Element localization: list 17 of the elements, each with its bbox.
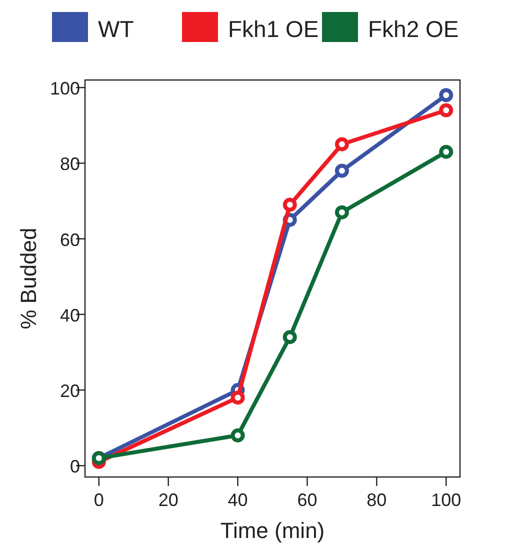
- x-tick-label: 40: [228, 490, 248, 510]
- y-tick-label: 40: [60, 305, 80, 326]
- legend-label: Fkh1 OE: [228, 16, 319, 42]
- legend-label: WT: [98, 16, 134, 42]
- y-tick-label: 100: [50, 78, 80, 99]
- y-tick-label: 0: [70, 456, 80, 477]
- y-axis-title: % Budded: [16, 228, 41, 330]
- x-tick-label: 100: [431, 490, 462, 510]
- legend-label: Fkh2 OE: [368, 16, 459, 42]
- x-tick-label: 80: [366, 490, 387, 510]
- x-tick-label: 20: [158, 490, 178, 510]
- y-tick-label: 80: [60, 154, 80, 174]
- y-tick-label: 20: [60, 381, 80, 402]
- x-tick-label: 0: [94, 490, 104, 510]
- x-axis-title: Time (min): [220, 518, 325, 543]
- y-tick-label: 60: [60, 230, 80, 250]
- x-tick-label: 60: [297, 490, 318, 510]
